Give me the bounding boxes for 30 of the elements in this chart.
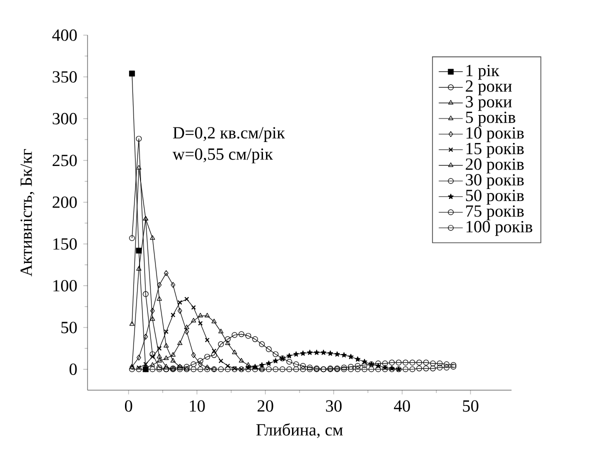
annotation: w=0,55 см/рік xyxy=(172,148,273,164)
y-tick-label: 0 xyxy=(70,364,77,375)
y-tick-label: 350 xyxy=(52,71,77,83)
legend-label: 1 рік xyxy=(466,64,500,80)
y-tick-label: 400 xyxy=(52,29,77,41)
legend-label: 2 роки xyxy=(466,80,512,96)
x-tick-label: 20 xyxy=(258,400,274,412)
legend-label: 30 років xyxy=(466,174,524,189)
legend-label: 50 років xyxy=(466,190,524,205)
legend-label: 100 років xyxy=(466,220,532,236)
legend-label: 3 роки xyxy=(466,96,512,111)
y-tick-label: 150 xyxy=(53,238,77,250)
legend-label: 20 років xyxy=(466,158,524,174)
y-tick-label: 250 xyxy=(52,154,77,166)
x-tick-label: 40 xyxy=(394,400,410,412)
legend-label: 5 років xyxy=(466,112,516,126)
y-tick-label: 100 xyxy=(53,280,77,292)
x-tick-label: 0 xyxy=(124,400,132,412)
y-tick-label: 300 xyxy=(52,112,77,124)
x-tick-label: 30 xyxy=(326,400,342,412)
legend-label: 10 років xyxy=(466,127,524,142)
x-tick-label: 10 xyxy=(190,400,205,412)
y-axis-title: Активність, Бк/кг xyxy=(20,149,34,276)
y-tick-label: 50 xyxy=(61,322,77,334)
legend-label: 15 років xyxy=(466,142,524,158)
legend-label: 75 років xyxy=(466,205,524,220)
annotation: D=0,2 кв.см/рік xyxy=(173,127,285,142)
x-axis-title: Глибина, см xyxy=(256,423,343,438)
x-tick-label: 50 xyxy=(462,400,478,412)
y-tick-label: 200 xyxy=(52,196,77,208)
